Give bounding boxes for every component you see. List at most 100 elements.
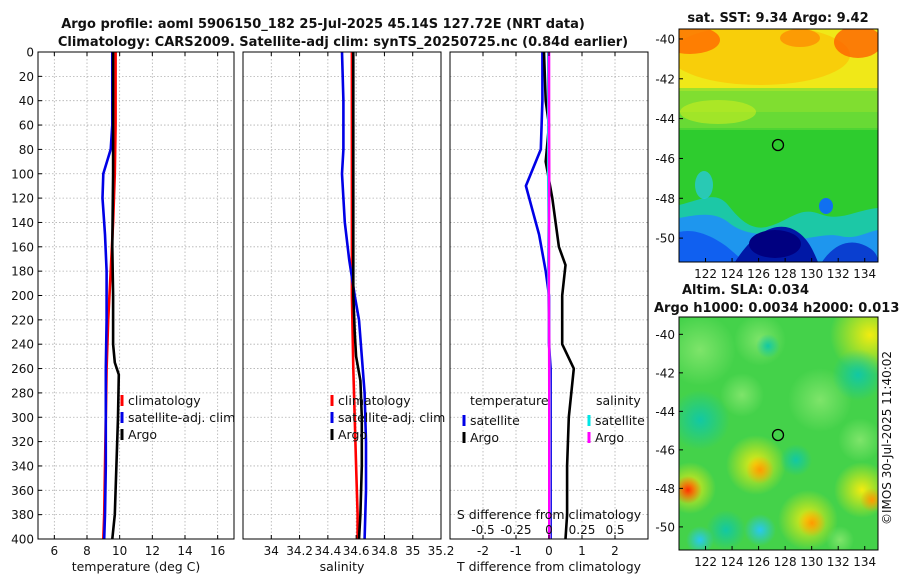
x-axis-label: T difference from climatology [456,559,642,574]
y-tick-label: 360 [11,484,34,498]
map-x-tick-label: 124 [721,555,744,569]
y-tick-label: 380 [11,508,34,522]
legend-label: Argo [595,430,624,445]
legend-label: climatology [128,393,201,408]
y-tick-label: 200 [11,289,34,303]
series-line-climatology [350,52,359,539]
difference-profile-panel: -2 -1 0 1 2T difference from climatology S di… [449,51,649,574]
s-tick-label: 0.5 [605,523,624,537]
map-y-tick-label: -44 [655,112,675,126]
sst-map-field [679,29,878,262]
map-x-tick-label: 134 [853,555,876,569]
legend-label: satellite [595,413,645,428]
sla-map-frame [678,316,879,551]
x-axis-label: temperature (deg C) [72,559,201,574]
legend-title-temperature: temperature [470,393,549,408]
x-tick-label: 6 [51,544,59,558]
y-tick-label: 400 [11,533,34,547]
series-line-satellite-adj-clim [340,51,368,540]
map-x-tick-label: 130 [800,555,823,569]
series-line-argo [111,52,121,540]
legend-label: satellite-adj. clim [338,410,445,425]
map-y-tick-label: -46 [655,152,675,166]
legend-label: climatology [338,393,411,408]
x-tick-label: 34.6 [343,544,370,558]
legend-title-salinity: salinity [596,393,641,408]
map-x-tick-label: 130 [800,267,823,281]
s-tick-label: 0.25 [569,523,596,537]
map-y-tick-label: -50 [655,232,675,246]
x-tick-label: 35 [405,544,420,558]
y-tick-label: 320 [11,435,34,449]
panel-frame [242,51,442,540]
map-y-tick-label: -42 [655,72,675,86]
x-tick-label: 2 [611,544,619,558]
map-y-tick-label: -40 [655,328,675,342]
y-tick-label: 280 [11,386,34,400]
map-x-tick-label: 122 [694,267,717,281]
sla-map-axes: 122 124 126 128 130 132 134 -40 -42 -44 -46 -48 -50 [655,328,876,569]
x-tick-label: 35.2 [428,544,455,558]
x-tick-label: 1 [578,544,586,558]
map-x-tick-label: 126 [747,555,770,569]
map-x-tick-label: 122 [694,555,717,569]
y-tick-label: 300 [11,411,34,425]
x-axis-label: salinity [320,559,365,574]
map-y-tick-label: -48 [655,482,675,496]
y-tick-label: 20 [19,70,34,84]
x-tick-label: 34.4 [314,544,341,558]
x-tick-label: 12 [145,544,160,558]
series-line-s-argo [547,52,551,539]
s-tick-label: -0.5 [471,523,494,537]
map-y-tick-label: -42 [655,366,675,380]
x-tick-label: 34 [264,544,279,558]
figure-title-line2: Climatology: CARS2009. Satellite-adj cli… [58,35,628,50]
sst-map-frame [678,28,879,263]
x-tick-label: 34.8 [371,544,398,558]
map-x-tick-label: 128 [774,555,797,569]
y-tick-label: 240 [11,338,34,352]
map-y-tick-label: -50 [655,520,675,534]
s-tick-label: 0 [545,523,553,537]
series-line-satellite-adj-clim [101,52,114,540]
sla-map-argo-marker [771,428,785,442]
legend-label: Argo [470,430,499,445]
y-tick-label: 0 [26,46,34,60]
y-tick-label: 180 [11,265,34,279]
sst-map-argo-marker [771,138,785,152]
sla-map-title-line2: Argo h1000: 0.0034 h2000: 0.013 [654,301,899,316]
legend-label: satellite-adj. clim [128,410,235,425]
y-tick-label: 80 [19,143,34,157]
map-x-tick-label: 126 [747,267,770,281]
salinity-profile-panel: 34 34.2 34.4 34.6 34.8 35 35.2 salinity climatol… [242,51,455,574]
x-tick-label: -2 [477,544,489,558]
map-y-tick-label: -44 [655,405,675,419]
map-x-tick-label: 124 [721,267,744,281]
map-x-tick-label: 132 [827,555,850,569]
sla-map-field [679,317,878,550]
legend-label: satellite [470,413,520,428]
y-tick-label: 140 [11,216,34,230]
sla-map-title-line1: Altim. SLA: 0.034 [682,283,809,298]
map-y-tick-label: -46 [655,443,675,457]
map-x-tick-label: 132 [827,267,850,281]
y-tick-label: 60 [19,119,34,133]
y-tick-label: 260 [11,362,34,376]
y-tick-label: 100 [11,167,34,181]
figure-title-line1: Argo profile: aoml 5906150_182 25-Jul-20… [61,17,585,32]
imos-credit: ©IMOS 30-Jul-2025 11:40:02 [880,351,894,525]
map-y-tick-label: -48 [655,192,675,206]
y-tick-label: 220 [11,313,34,327]
series-line-argo [352,52,364,540]
x-tick-label: 34.2 [286,544,313,558]
y-tick-label: 340 [11,459,34,473]
legend-label: Argo [338,427,367,442]
temperature-profile-panel: 6 8 10 12 14 16 temperature (deg C) 0 20 40 60 80 10… [11,46,235,575]
y-tick-label: 120 [11,192,34,206]
x-tick-label: 14 [177,544,192,558]
x-tick-label: -1 [510,544,522,558]
map-x-tick-label: 128 [774,267,797,281]
map-x-tick-label: 134 [853,267,876,281]
y-tick-label: 160 [11,240,34,254]
map-y-tick-label: -40 [655,32,675,46]
